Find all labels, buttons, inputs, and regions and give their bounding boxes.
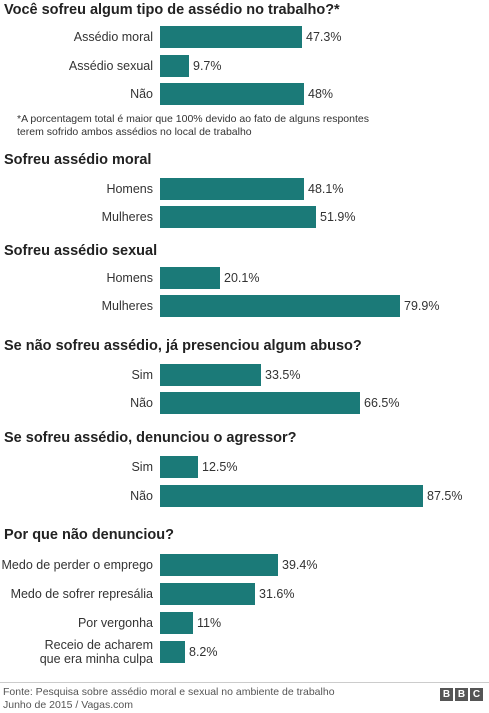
category-label: Não bbox=[130, 489, 153, 503]
section-title: Se não sofreu assédio, já presenciou alg… bbox=[4, 338, 362, 354]
category-label: Sim bbox=[131, 368, 153, 382]
bbc-logo-letter: B bbox=[455, 688, 468, 701]
bbc-logo-letter: B bbox=[440, 688, 453, 701]
category-label: Medo de perder o emprego bbox=[1, 558, 153, 572]
bar bbox=[160, 206, 316, 228]
section-title: Você sofreu algum tipo de assédio no tra… bbox=[4, 2, 340, 18]
bar bbox=[160, 456, 198, 478]
source-text: Fonte: Pesquisa sobre assédio moral e se… bbox=[3, 686, 403, 712]
footer-divider bbox=[0, 682, 489, 683]
bar bbox=[160, 583, 255, 605]
source-line-1: Fonte: Pesquisa sobre assédio moral e se… bbox=[3, 686, 335, 698]
bar bbox=[160, 392, 360, 414]
bar bbox=[160, 55, 189, 77]
bar bbox=[160, 485, 423, 507]
value-label: 20.1% bbox=[224, 271, 260, 285]
bar bbox=[160, 178, 304, 200]
value-label: 11% bbox=[197, 616, 222, 630]
chart-footnote: *A porcentagem total é maior que 100% de… bbox=[17, 113, 369, 138]
bar bbox=[160, 364, 261, 386]
section-title: Se sofreu assédio, denunciou o agressor? bbox=[4, 430, 297, 446]
bar bbox=[160, 641, 185, 663]
category-label: Não bbox=[130, 396, 153, 410]
category-label: Sim bbox=[131, 460, 153, 474]
category-label: Medo de sofrer represália bbox=[10, 587, 153, 601]
value-label: 51.9% bbox=[320, 210, 356, 224]
category-label: Assédio sexual bbox=[68, 59, 153, 73]
category-label: Mulheres bbox=[101, 210, 153, 224]
bar bbox=[160, 612, 193, 634]
bar bbox=[160, 26, 302, 48]
category-label: Por vergonha bbox=[77, 616, 153, 630]
category-label: Receio de acharem que era minha culpa bbox=[39, 638, 153, 666]
bar bbox=[160, 295, 400, 317]
bar bbox=[160, 554, 278, 576]
category-label: Homens bbox=[106, 182, 153, 196]
source-line-2: Junho de 2015 / Vagas.com bbox=[3, 699, 133, 711]
value-label: 33.5% bbox=[265, 368, 301, 382]
section-title: Sofreu assédio moral bbox=[4, 152, 152, 168]
bar bbox=[160, 83, 304, 105]
value-label: 8.2% bbox=[189, 645, 218, 659]
value-label: 31.6% bbox=[259, 587, 295, 601]
bar bbox=[160, 267, 220, 289]
value-label: 9.7% bbox=[193, 59, 222, 73]
value-label: 39.4% bbox=[282, 558, 318, 572]
value-label: 12.5% bbox=[202, 460, 238, 474]
value-label: 79.9% bbox=[404, 299, 440, 313]
bbc-logo: B B C bbox=[440, 688, 483, 701]
value-label: 47.3% bbox=[306, 30, 342, 44]
section-title: Sofreu assédio sexual bbox=[4, 243, 158, 259]
section-title: Por que não denunciou? bbox=[4, 527, 174, 543]
value-label: 48.1% bbox=[308, 182, 344, 196]
bbc-logo-letter: C bbox=[470, 688, 483, 701]
value-label: 48% bbox=[308, 87, 334, 101]
value-label: 66.5% bbox=[364, 396, 400, 410]
value-label: 87.5% bbox=[427, 489, 463, 503]
category-label: Assédio moral bbox=[73, 30, 153, 44]
category-label: Não bbox=[130, 87, 153, 101]
category-label: Homens bbox=[106, 271, 153, 285]
category-label: Mulheres bbox=[101, 299, 153, 313]
